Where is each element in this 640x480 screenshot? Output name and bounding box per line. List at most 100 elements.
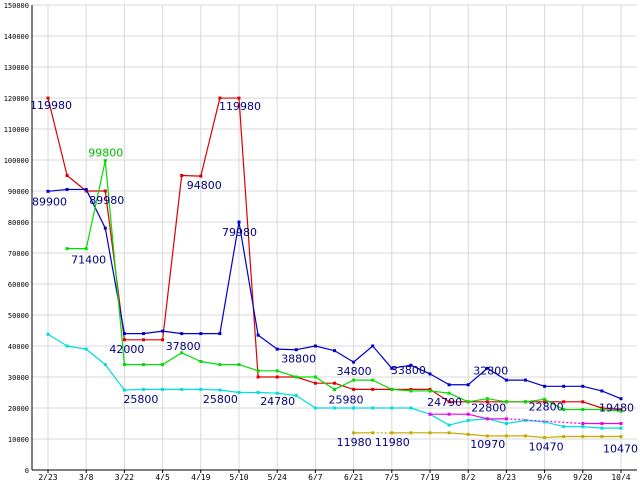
series-2-point bbox=[65, 247, 69, 251]
series-0-segment bbox=[238, 98, 259, 378]
x-tick-label: 4/5 bbox=[155, 473, 170, 480]
series-3-point bbox=[619, 426, 623, 430]
data-label: 89980 bbox=[89, 194, 124, 207]
series-2-point bbox=[103, 159, 107, 163]
series-3-point bbox=[256, 391, 260, 394]
data-label: 38800 bbox=[281, 353, 316, 366]
series-0-segment bbox=[47, 97, 68, 176]
series-4-point bbox=[447, 412, 451, 416]
series-1-point bbox=[447, 383, 451, 387]
series-1-point bbox=[504, 378, 508, 382]
series-1-point bbox=[543, 384, 547, 388]
series-3-point bbox=[46, 332, 50, 336]
series-2-segment bbox=[181, 352, 202, 363]
series-2-segment bbox=[200, 360, 220, 366]
series-2-point bbox=[390, 387, 394, 391]
series-3-point bbox=[294, 394, 298, 398]
series-2-point bbox=[333, 387, 336, 391]
series-1-segment bbox=[104, 228, 125, 334]
series-2-segment bbox=[334, 379, 354, 391]
data-label: 119980 bbox=[30, 99, 72, 112]
series-3-segment bbox=[410, 407, 431, 415]
series-1-point bbox=[65, 187, 69, 191]
series-2-point bbox=[122, 363, 126, 367]
series-2-point bbox=[562, 408, 566, 412]
series-5-point bbox=[600, 435, 604, 439]
series-0-segment bbox=[296, 376, 316, 384]
series-2-point bbox=[409, 389, 413, 393]
series-2-segment bbox=[104, 160, 125, 365]
x-tick-label: 8/2 bbox=[461, 473, 476, 480]
series-1-segment bbox=[353, 345, 374, 363]
series-1-segment bbox=[601, 390, 622, 400]
series-2-segment bbox=[162, 352, 183, 366]
data-label: 10470 bbox=[529, 441, 564, 454]
x-tick-label: 6/21 bbox=[344, 473, 363, 480]
data-label: 94800 bbox=[187, 179, 222, 192]
series-1-point bbox=[600, 389, 604, 393]
series-3-segment bbox=[544, 421, 564, 428]
series-1-segment bbox=[143, 330, 163, 335]
series-2-segment bbox=[601, 408, 622, 412]
series-0-segment bbox=[582, 401, 603, 409]
y-tick-label: 40000 bbox=[8, 343, 29, 351]
x-tick-label: 5/10 bbox=[229, 473, 248, 480]
series-3-point bbox=[409, 406, 413, 410]
y-tick-label: 150000 bbox=[4, 2, 29, 10]
series-0-point bbox=[218, 96, 222, 100]
series-0-segment bbox=[66, 175, 87, 192]
series-3-point bbox=[199, 387, 203, 391]
series-0-point bbox=[46, 96, 50, 100]
data-label: 25800 bbox=[203, 393, 238, 406]
series-2-point bbox=[256, 369, 260, 373]
series-3-segment bbox=[429, 413, 450, 426]
series-2-point bbox=[504, 400, 508, 404]
series-1-point bbox=[428, 372, 432, 376]
x-tick-label: 6/7 bbox=[308, 473, 323, 480]
series-3-segment bbox=[506, 419, 526, 425]
series-3-segment bbox=[295, 395, 316, 409]
series-1 bbox=[46, 187, 623, 401]
series-1-segment bbox=[334, 350, 354, 363]
series-1-segment bbox=[486, 367, 507, 381]
x-tick-label: 8/23 bbox=[497, 473, 516, 480]
y-tick-label: 60000 bbox=[8, 281, 29, 289]
x-tick-label: 4/19 bbox=[191, 473, 210, 480]
series-3-segment bbox=[582, 426, 602, 429]
series-3-point bbox=[562, 425, 566, 429]
series-3-point bbox=[84, 347, 88, 351]
data-label: 37800 bbox=[166, 340, 201, 353]
series-2-segment bbox=[468, 398, 488, 403]
series-1-point bbox=[256, 333, 260, 337]
series-0 bbox=[46, 96, 623, 412]
data-label: 11980 bbox=[337, 436, 372, 449]
series-1-segment bbox=[582, 385, 603, 392]
series-1-point bbox=[84, 187, 88, 191]
series-5-point bbox=[581, 435, 585, 439]
series-1-point bbox=[524, 378, 527, 382]
series-3-point bbox=[237, 391, 241, 394]
y-tick-label: 20000 bbox=[8, 405, 29, 413]
series-5-segment bbox=[525, 435, 545, 439]
series-2-segment bbox=[391, 388, 411, 392]
data-label: 99800 bbox=[88, 147, 123, 160]
series-4-point bbox=[485, 417, 489, 421]
series-0-point bbox=[428, 387, 432, 391]
y-tick-label: 140000 bbox=[4, 33, 29, 41]
data-label: 11980 bbox=[375, 436, 410, 449]
series-2-segment bbox=[315, 376, 335, 390]
series-0-point bbox=[485, 400, 489, 404]
series-4-point bbox=[428, 412, 432, 416]
series-2-point bbox=[313, 375, 317, 379]
series-1-point bbox=[180, 332, 184, 336]
series-5-point bbox=[619, 435, 623, 439]
series-1-point bbox=[103, 226, 107, 230]
series-5-segment bbox=[544, 435, 564, 439]
series-2-point bbox=[352, 378, 356, 382]
series-1-point bbox=[275, 347, 279, 351]
series-5-point bbox=[504, 434, 508, 438]
series-5-point bbox=[390, 431, 394, 435]
data-label: 25980 bbox=[329, 393, 364, 406]
series-0-point bbox=[161, 338, 165, 342]
series-1-segment bbox=[296, 345, 316, 351]
